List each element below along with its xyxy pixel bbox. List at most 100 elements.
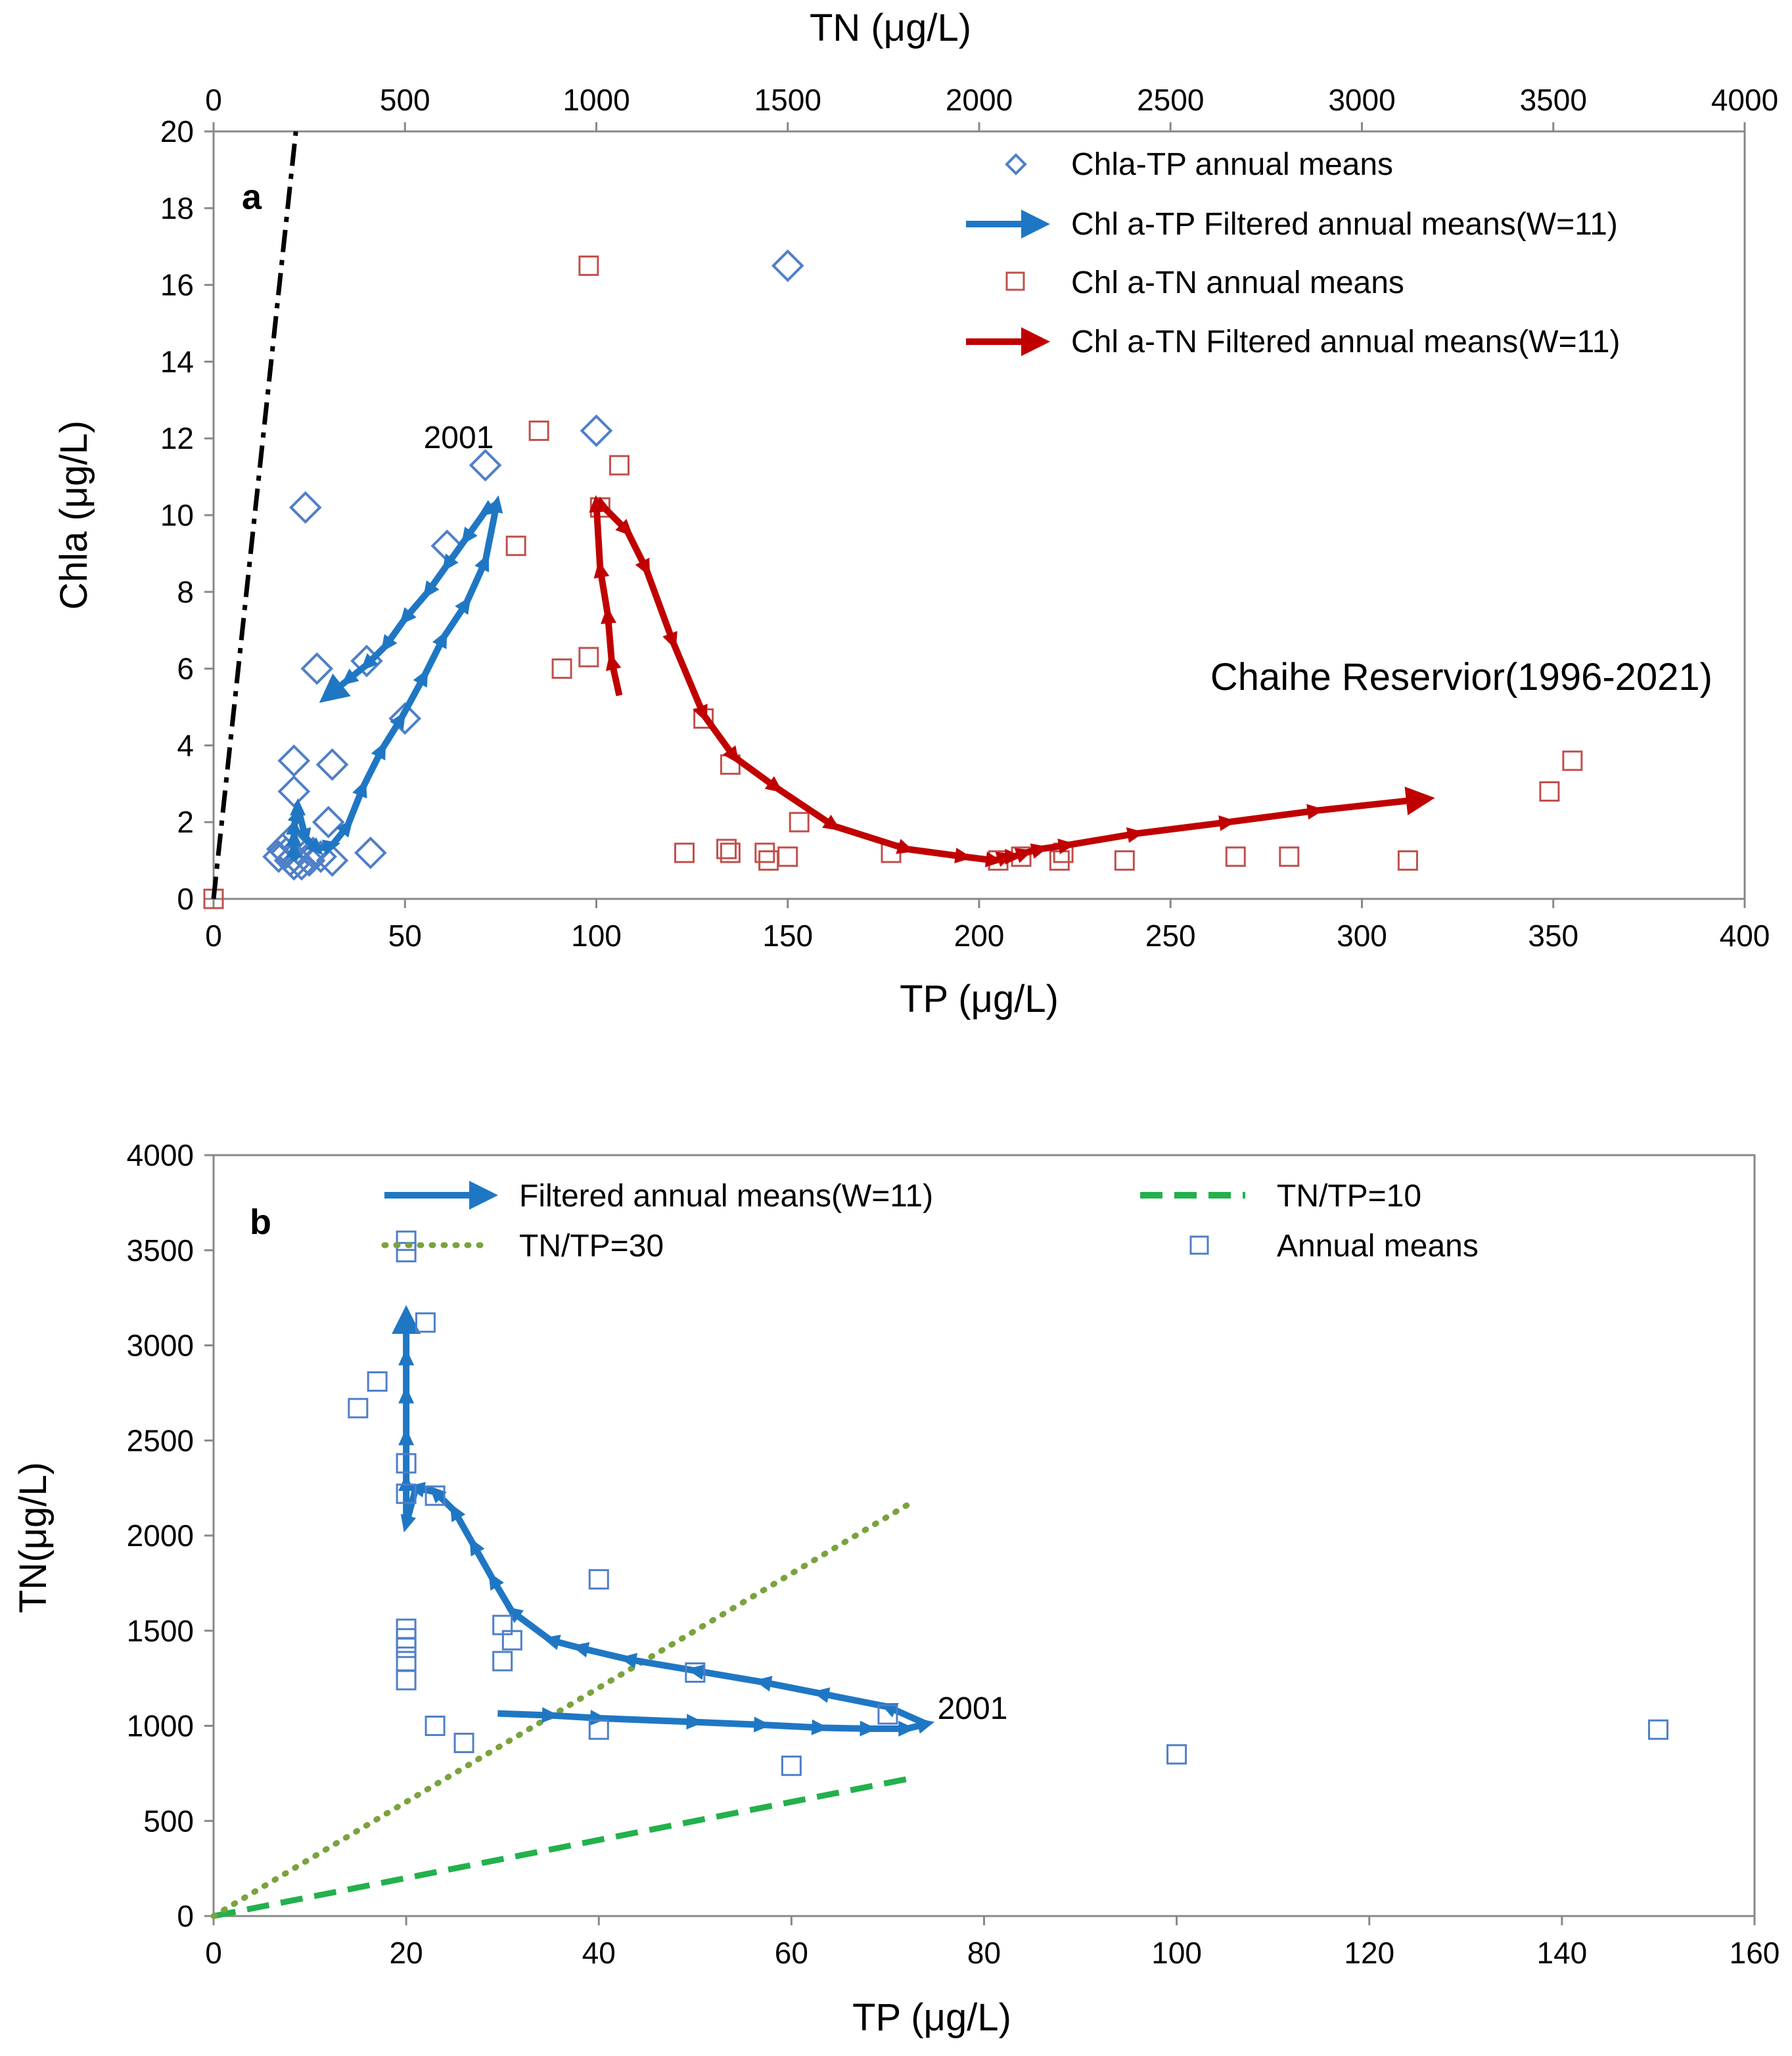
panel-b-series xyxy=(210,1230,1668,1919)
trajectory-arrowhead xyxy=(753,1716,771,1733)
annual-mean-point xyxy=(492,1651,513,1672)
trajectory-arrowhead xyxy=(812,1687,831,1703)
trajectory-arrowhead xyxy=(413,668,428,688)
trajectory-arrowhead xyxy=(305,837,323,856)
trajectory-arrowhead xyxy=(398,1348,415,1365)
trajectory-arrowhead xyxy=(896,838,915,854)
x-tick-label: 120 xyxy=(1344,1936,1394,1970)
panel-b-xlabel: TP (μg/L) xyxy=(852,1996,1011,2039)
x-tick-label: 0 xyxy=(205,1936,222,1970)
annual-mean-point xyxy=(588,1569,609,1590)
trajectory-arrowhead xyxy=(371,741,386,761)
legend-label: Annual means xyxy=(1277,1229,1479,1264)
y-tick-label: 2000 xyxy=(127,1519,194,1553)
trajectory-arrowhead xyxy=(352,779,367,799)
panel-b-ticks xyxy=(204,1154,1756,1925)
trajectory-arrowhead xyxy=(505,1607,524,1624)
tn-tp-30-line xyxy=(210,1502,910,1919)
trajectory-arrowhead xyxy=(296,827,311,846)
trajectory-arrowhead xyxy=(589,1710,608,1726)
annual-mean-point xyxy=(396,1483,417,1504)
panel-b-legend: Filtered annual means(W=11) TN/TP=10 TN/… xyxy=(381,1179,1479,1264)
chla-tn-point xyxy=(551,658,572,679)
annual-mean-point xyxy=(396,1453,417,1474)
chla-tn-point xyxy=(528,421,549,442)
annual-mean-point xyxy=(877,1704,898,1725)
chla-tp-point xyxy=(304,840,337,873)
annual-mean-point xyxy=(396,1651,417,1672)
y-tick-label: 14 xyxy=(160,344,194,378)
trajectory-arrowhead xyxy=(984,852,1003,867)
annual-mean-point xyxy=(1647,1719,1668,1740)
trajectory-arrowhead xyxy=(764,776,783,793)
legend-item-chla-tp-filtered: Chl a-TP Filtered annual means(W=11) xyxy=(966,207,1618,242)
legend-square-icon xyxy=(1005,271,1025,291)
legend-label: Chl a-TN Filtered annual means(W=11) xyxy=(1071,325,1620,359)
annual-mean-point xyxy=(781,1755,802,1776)
y-tick-label: 3500 xyxy=(127,1233,194,1268)
x-tick-label: 250 xyxy=(1145,919,1196,953)
legend-label: TN/TP=30 xyxy=(519,1229,664,1264)
x-tick-label: 100 xyxy=(571,919,622,953)
chla-tn-point xyxy=(674,842,695,863)
y-tick-label: 0 xyxy=(177,1899,194,1933)
panel-a-xlabel: TP (μg/L) xyxy=(900,978,1059,1020)
trajectory-arrowhead xyxy=(461,526,478,545)
annual-mean-point xyxy=(396,1670,417,1691)
trajectory-arrowhead xyxy=(290,798,306,815)
trajectory-arrowhead xyxy=(1057,838,1076,854)
annual-mean-point xyxy=(685,1662,706,1683)
reference-line xyxy=(211,131,298,900)
y-tick-label: 20 xyxy=(160,114,194,148)
chla-tn-point xyxy=(1279,846,1300,867)
chla-tn-point xyxy=(578,255,599,276)
panel-a-legend: Chla-TP annual means Chl a-TP Filtered a… xyxy=(966,147,1620,359)
trajectory-arrowhead xyxy=(541,1707,559,1724)
legend-item-tn-tp-30: TN/TP=30 xyxy=(381,1229,664,1264)
panel-a-ticks xyxy=(204,122,1746,908)
trajectory-arrowhead xyxy=(1126,827,1145,843)
legend-item-tn-tp-10: TN/TP=10 xyxy=(1140,1179,1421,1214)
chla-tn-point xyxy=(1225,846,1246,867)
panel-a-x-tick-labels: 0 50 100 150 200 250 300 350 400 xyxy=(205,919,1770,953)
trajectory-arrowhead xyxy=(722,745,739,764)
y-tick-label: 1500 xyxy=(127,1614,194,1648)
y-tick-label: 1000 xyxy=(127,1709,194,1743)
panel-b-plot-frame xyxy=(212,1154,1756,1917)
trajectory-arrowhead xyxy=(400,1513,417,1533)
panel-b-ylabel: TN(μg/L) xyxy=(12,1462,55,1613)
trajectory-arrowhead xyxy=(336,819,353,838)
legend-label: Chla-TP annual means xyxy=(1071,147,1393,182)
tn-tp-10-line xyxy=(213,1774,917,1919)
chla-tp-point xyxy=(771,249,804,283)
annual-mean-point xyxy=(492,1614,513,1635)
y-tick-label: 10 xyxy=(160,498,194,532)
annual-mean-point xyxy=(425,1485,446,1506)
trajectory-arrowhead xyxy=(954,848,973,863)
annual-mean-point xyxy=(425,1716,446,1736)
chla-tn-point xyxy=(758,850,779,871)
x2-tick-label: 0 xyxy=(205,83,222,117)
trajectory-arrowhead xyxy=(811,1719,829,1735)
y-tick-label: 4000 xyxy=(127,1138,194,1172)
trajectory-arrowhead xyxy=(1030,843,1049,859)
chla-tn-point xyxy=(720,842,741,863)
panel-b-y-tick-labels: 0 500 1000 1500 2000 2500 3000 3500 4000 xyxy=(127,1138,194,1933)
trajectory-arrowhead xyxy=(693,704,708,723)
annual-mean-point xyxy=(588,1719,609,1740)
chla-tp-point xyxy=(469,449,502,482)
trajectory-arrowhead xyxy=(423,580,440,599)
y-tick-label: 18 xyxy=(160,191,194,225)
trajectory-arrowhead xyxy=(1218,815,1237,831)
chla-tn-point xyxy=(609,455,630,476)
panel-b-annotation-2001: 2001 xyxy=(938,1691,1008,1726)
legend-item-annual-means: Annual means xyxy=(1189,1229,1479,1264)
panel-a-annotation-2001: 2001 xyxy=(424,421,494,455)
trajectory-arrowhead xyxy=(916,1718,935,1734)
trajectory-arrowhead xyxy=(593,560,610,579)
trajectory-arrowhead xyxy=(286,829,302,846)
chla-tn-point xyxy=(1539,781,1560,802)
trajectory-arrowhead xyxy=(754,1676,773,1692)
annual-mean-point xyxy=(348,1398,369,1419)
trajectory-arrowhead xyxy=(615,518,633,537)
